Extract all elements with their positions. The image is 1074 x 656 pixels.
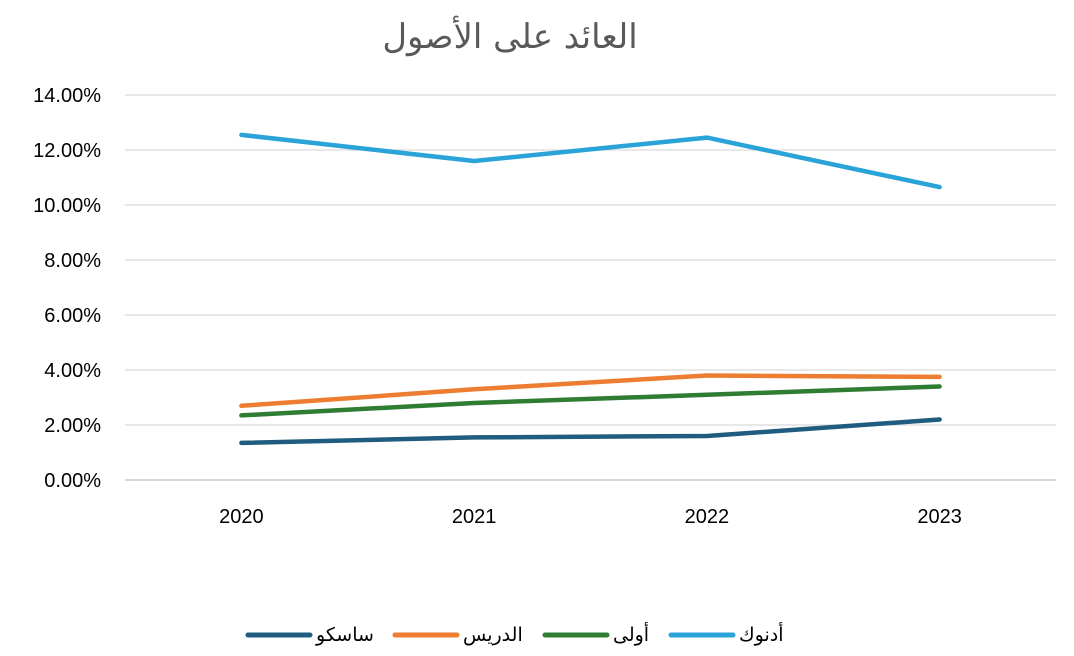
- legend-label: الدريس: [463, 624, 523, 646]
- legend-item: ساسكو: [245, 624, 374, 646]
- y-tick-label: 2.00%: [44, 415, 101, 437]
- series-line: [239, 384, 942, 418]
- chart-title: العائد على الأصول: [382, 15, 637, 57]
- y-tick-label: 14.00%: [33, 85, 101, 107]
- x-tick-label: 2021: [452, 506, 497, 528]
- legend-item: أولى: [542, 622, 649, 646]
- legend: ساسكو الدريس أولى أدنوك: [245, 622, 784, 646]
- y-tick-label: 6.00%: [44, 305, 101, 327]
- x-tick-label: 2022: [685, 506, 730, 528]
- series-line: [239, 132, 942, 190]
- x-axis: 2020 2021 2022 2023: [219, 506, 962, 528]
- y-tick-label: 0.00%: [44, 470, 101, 492]
- y-tick-label: 4.00%: [44, 360, 101, 382]
- gridlines: [125, 94, 1056, 481]
- y-tick-label: 8.00%: [44, 250, 101, 272]
- y-tick-label: 10.00%: [33, 195, 101, 217]
- legend-label: أدنوك: [739, 622, 784, 646]
- legend-label: ساسكو: [315, 624, 374, 646]
- x-tick-label: 2023: [917, 506, 962, 528]
- y-tick-label: 12.00%: [33, 140, 101, 162]
- series-line: [239, 417, 942, 446]
- legend-label: أولى: [613, 622, 649, 646]
- legend-item: الدريس: [392, 624, 523, 646]
- legend-item: أدنوك: [668, 622, 784, 646]
- x-tick-label: 2020: [219, 506, 264, 528]
- plot-area: [239, 132, 942, 446]
- series-line: [239, 373, 942, 409]
- y-axis: 0.00% 2.00% 4.00% 6.00% 8.00% 10.00% 12.00% 14.…: [33, 85, 101, 492]
